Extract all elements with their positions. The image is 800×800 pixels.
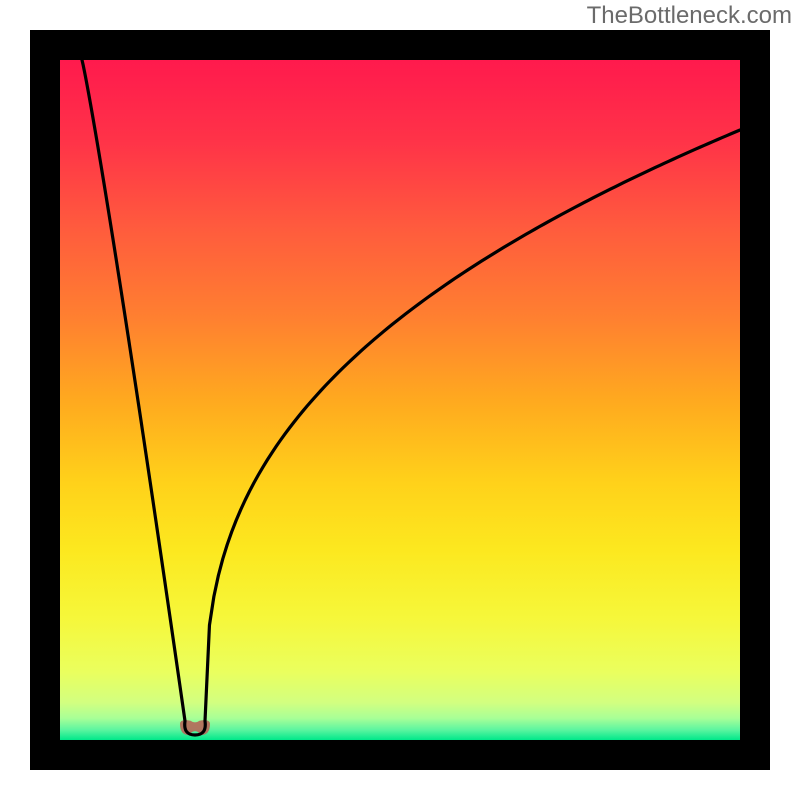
chart-svg — [0, 0, 800, 800]
watermark-text: TheBottleneck.com — [587, 2, 792, 30]
plot-background-gradient — [60, 60, 740, 740]
bottleneck-chart: TheBottleneck.com — [0, 0, 800, 800]
